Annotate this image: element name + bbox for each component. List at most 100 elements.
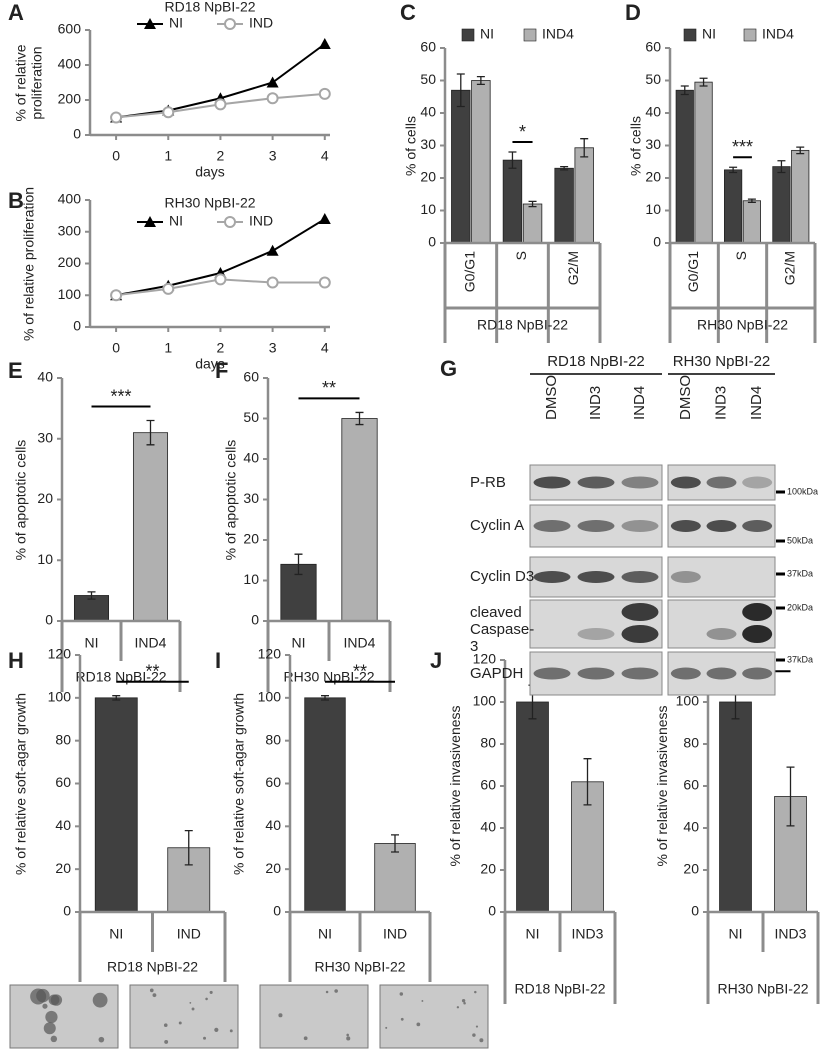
y-tick-label: 200 [58, 254, 82, 270]
panel-label: B [8, 188, 24, 213]
x-tick-label: IND [177, 926, 201, 942]
bar [791, 149, 810, 244]
error-bar [476, 75, 485, 86]
colony [346, 1036, 351, 1041]
y-axis-label: % of relative proliferation [12, 43, 44, 122]
lane-label: IND3 [712, 386, 729, 420]
lane-label: IND3 [587, 386, 604, 420]
colony [191, 1007, 195, 1011]
row-label: GAPDH [470, 664, 524, 682]
y-tick-label: 0 [273, 903, 281, 919]
point [318, 213, 331, 225]
blot-band [706, 520, 737, 532]
blot-band [742, 476, 773, 489]
legend-label: NI [169, 15, 183, 31]
y-tick-label: 400 [58, 56, 82, 72]
point [214, 98, 227, 111]
blot-band [577, 628, 615, 640]
lane-label: IND4 [631, 386, 648, 420]
x-tick-label: IND3 [572, 926, 604, 942]
legend-label: IND4 [542, 26, 574, 42]
blot-band [533, 520, 571, 532]
y-tick-label: 20 [265, 860, 281, 876]
blot-band [621, 476, 659, 489]
x-tick-label: IND4 [135, 635, 167, 651]
x-tick-label: 2 [217, 148, 225, 164]
y-tick-label: 30 [243, 490, 259, 506]
legend-swatch [523, 28, 537, 42]
bar [742, 200, 761, 244]
point [162, 282, 175, 295]
y-tick-label: 20 [55, 860, 71, 876]
y-tick-label: 100 [48, 689, 72, 705]
row-label: P-RB [470, 473, 506, 491]
y-tick-label: 30 [645, 136, 661, 152]
x-tick-label: 3 [269, 340, 277, 356]
y-tick-label: 80 [683, 735, 699, 751]
y-tick-label: 40 [37, 369, 53, 385]
colony [325, 990, 329, 994]
x-tick-label: 1 [164, 340, 172, 356]
x-axis-label: RH30 NpBI-22 [314, 959, 405, 975]
bar [304, 697, 346, 913]
y-tick-label: 60 [480, 777, 496, 793]
y-tick-label: 120 [48, 646, 72, 662]
y-tick-label: 10 [420, 201, 436, 217]
legend-swatch [461, 28, 475, 42]
colony [36, 988, 50, 1003]
row-label: cleaved Caspase-3 [470, 604, 535, 655]
y-tick-label: 0 [251, 612, 259, 628]
legend-swatch [743, 28, 757, 42]
legend-label: NI [169, 213, 183, 229]
colony [50, 1035, 58, 1043]
y-tick-label: 0 [45, 612, 53, 628]
legend-label: IND4 [762, 26, 794, 42]
y-tick-label: 600 [58, 21, 82, 37]
bar [94, 697, 138, 913]
x-axis-label: days [195, 356, 225, 372]
significance-label: *** [110, 386, 131, 406]
error-bar [87, 591, 96, 600]
point [266, 76, 279, 88]
y-axis-label: % of relative proliferation [20, 186, 36, 341]
x-tick-label: IND [383, 926, 407, 942]
error-bar [747, 198, 756, 204]
y-tick-label: 0 [73, 126, 81, 142]
x-tick-label: S [513, 251, 529, 260]
x-tick-label: NI [729, 926, 743, 942]
x-tick-label: S [733, 251, 749, 260]
colony [149, 988, 154, 993]
colony [479, 1038, 484, 1043]
panel-label: C [400, 0, 416, 25]
blot-band [577, 571, 615, 583]
x-axis-label: RH30 NpBI-22 [717, 981, 808, 997]
y-tick-label: 80 [265, 731, 281, 747]
point [266, 244, 279, 256]
y-axis-label: % of cells [402, 115, 418, 176]
error-bar [391, 834, 399, 853]
y-tick-label: 40 [683, 819, 699, 835]
y-tick-label: 100 [258, 689, 282, 705]
lane-label: DMSO [543, 375, 560, 420]
x-tick-label: 0 [112, 340, 120, 356]
legend-label: NI [480, 26, 494, 42]
chart-title: RD18 NpBI-22 [164, 0, 255, 15]
error-bar [355, 411, 364, 426]
panel-label: D [625, 0, 641, 25]
y-tick-label: 40 [55, 817, 71, 833]
y-axis-label: % of relative soft-agar growth [230, 692, 246, 875]
y-tick-label: 200 [58, 91, 82, 107]
point [318, 38, 331, 49]
colony [346, 1033, 349, 1037]
blot-strip [667, 556, 776, 598]
colony [50, 994, 63, 1006]
y-tick-label: 50 [420, 71, 436, 87]
blot-band [742, 520, 773, 532]
point [318, 87, 331, 100]
colony [163, 1023, 168, 1028]
y-tick-label: 0 [653, 234, 661, 250]
y-tick-label: 20 [37, 490, 53, 506]
chart-title: RH30 NpBI-22 [164, 195, 255, 211]
error-bar [777, 160, 786, 174]
panel-label: G [440, 356, 457, 381]
